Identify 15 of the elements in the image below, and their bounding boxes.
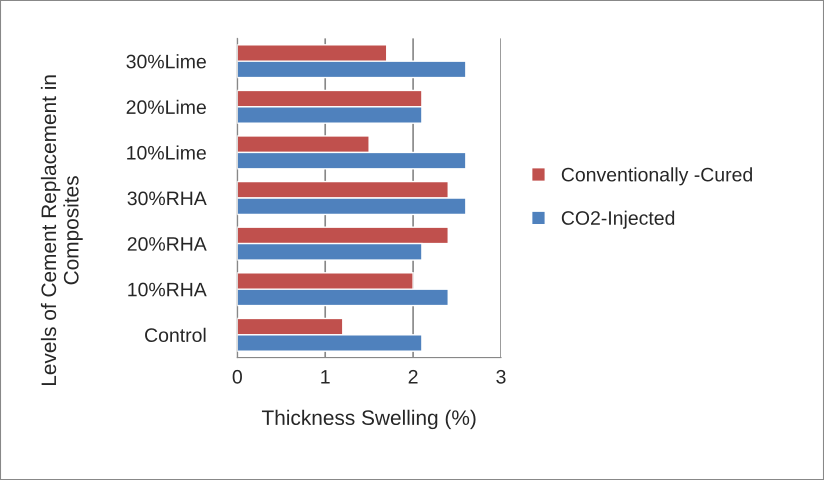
y-tick-label: Control (145, 328, 206, 342)
x-tick-label: 1 (321, 370, 330, 384)
y-tick-label: 10%Lime (127, 145, 206, 160)
x-tick-label: 2 (408, 370, 418, 384)
x-tick-label: 0 (232, 370, 242, 384)
x-tick-label: 3 (496, 370, 506, 384)
x-axis-title: Thickness Swelling (%) (262, 410, 476, 430)
y-axis-title: Levels of Cement Replacement in Composites (40, 75, 83, 386)
y-tick-label: 10%RHA (128, 282, 207, 296)
legend-label: Conventionally -Cured (562, 167, 752, 186)
y-tick-label: 30%RHA (128, 191, 207, 206)
y-tick-label: 20%RHA (128, 237, 207, 251)
legend-label: CO2-Injected (562, 210, 674, 229)
y-tick-label: 20%Lime (126, 100, 206, 114)
y-tick-label: 30%Lime (126, 54, 206, 68)
